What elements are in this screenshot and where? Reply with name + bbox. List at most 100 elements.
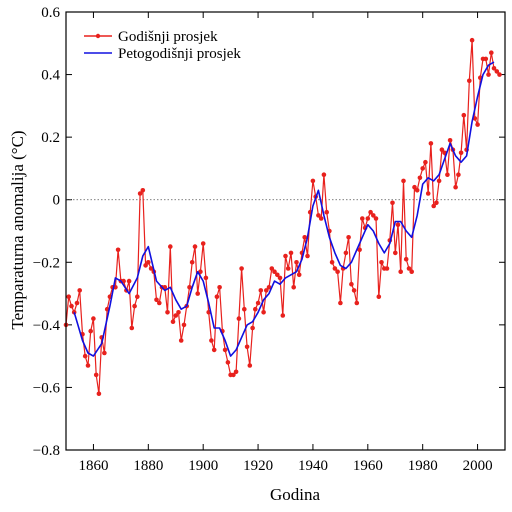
data-point [376,294,382,300]
data-point [409,269,415,275]
data-point [456,172,461,177]
data-point [66,294,71,300]
data-point [483,56,489,62]
y-tick-label: 0 [53,193,61,209]
data-point [434,200,439,206]
x-tick-label: 1900 [188,458,218,474]
data-point [373,216,379,221]
data-point [425,191,431,196]
x-tick-label: 2000 [463,458,493,474]
data-point [431,203,437,209]
data-point [135,294,140,300]
data-point [384,266,390,271]
data-point [176,310,181,315]
data-point [357,247,362,253]
data-point [77,288,82,293]
data-point [458,150,464,156]
x-tick-label: 1920 [243,458,273,474]
data-point [217,285,222,290]
data-point [275,272,280,278]
data-point [395,222,401,227]
data-point [189,260,195,265]
data-point [401,178,406,184]
axes: 1860 1880 1900 1920 1940 1960 1980 2000 −0.8 −0.6… [33,5,505,474]
data-point [82,353,88,359]
data-point [296,272,302,278]
data-point [173,313,179,318]
data-point [310,178,316,184]
data-point [129,325,135,331]
data-point [272,269,277,275]
data-point [354,300,360,306]
data-point [132,303,137,309]
data-point [475,122,480,127]
data-point [324,209,330,215]
y-tick-label: 0.2 [41,130,60,146]
data-point [96,391,102,397]
data-point [157,300,162,306]
y-axis-label: Temparaturna anomalija (°C) [8,130,27,329]
data-point [414,188,420,193]
data-point [291,285,297,290]
data-point [253,306,258,312]
data-point [294,260,299,265]
data-point [242,306,247,312]
data-point [445,172,450,177]
data-point [379,260,384,265]
data-point [264,288,269,293]
data-point [346,235,351,240]
data-point [69,303,74,309]
data-point [453,184,458,190]
data-point [318,216,324,221]
data-point [222,347,228,353]
data-point [261,310,266,315]
data-point [236,316,242,321]
x-tick-label: 1960 [353,458,383,474]
data-point [447,138,453,143]
data-point [283,253,288,259]
data-point [321,172,327,177]
data-point [91,316,96,321]
data-point [332,266,338,271]
data-point [269,266,275,271]
data-point [365,216,371,221]
data-point [231,372,236,378]
data-point [428,141,434,146]
data-point [302,235,308,240]
data-point [244,344,250,350]
data-point [178,338,184,343]
y-tick-label: −0.6 [33,380,61,396]
data-point [126,278,132,284]
legend-label-annual: Godišnji prosjek [118,29,218,45]
data-point [146,260,151,265]
x-tick-label: 1860 [78,458,108,474]
data-point [486,72,491,77]
y-tick-label: 0.4 [41,68,60,84]
data-point [225,360,231,365]
data-point [497,72,502,77]
data-point [266,285,272,290]
x-tick-label: 1940 [298,458,328,474]
data-point [211,347,217,353]
data-point [181,322,187,328]
data-point [371,213,376,218]
data-point [192,244,198,249]
data-point [258,288,264,293]
data-point [165,310,170,315]
data-point [137,191,143,196]
x-axis-label: Godina [270,485,321,504]
data-point [335,269,340,275]
data-point [494,69,500,74]
data-point [148,266,154,271]
data-point [390,200,395,206]
data-point [417,175,423,181]
data-point [280,313,286,318]
data-point [200,241,206,246]
data-point [305,253,310,259]
data-point [170,319,176,325]
data-point [360,216,365,221]
data-point [255,300,261,306]
data-point [329,260,335,265]
